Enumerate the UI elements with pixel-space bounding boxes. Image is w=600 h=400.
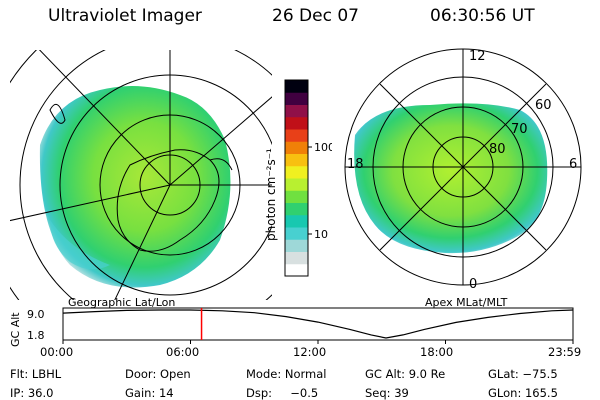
colorbar-segment [285, 141, 308, 154]
door-info: Door: Open [125, 367, 191, 381]
mlt-label-12: 12 [469, 49, 486, 64]
colorbar-segment [285, 165, 308, 179]
mlat-label-70: 70 [511, 122, 528, 137]
colorbar-segment [285, 153, 308, 167]
colorbar-segment [285, 239, 308, 252]
colorbar-segment [285, 178, 308, 191]
ip-info: IP: 36.0 [10, 386, 54, 400]
altitude-axis-label: GC Alt [9, 312, 22, 347]
xtick-1: 06:00 [166, 345, 200, 359]
gain-info: Gain: 14 [125, 386, 174, 400]
colorbar-segment [285, 104, 308, 118]
colorbar-segment [285, 263, 308, 277]
magnetic-label: Apex MLat/MLT [425, 296, 508, 309]
seq-info: Seq: 39 [365, 386, 409, 400]
altitude-curve [62, 309, 574, 339]
glon-info: GLon: 165.5 [488, 386, 558, 400]
colorbar-segment [285, 214, 308, 228]
xtick-2: 12:00 [293, 345, 327, 359]
mlt-label-0: 0 [469, 277, 477, 292]
colorbar-segment [285, 227, 308, 240]
colorbar-unit-label: photon cm⁻²s⁻¹ [264, 148, 278, 241]
xtick-4: 23:59 [548, 345, 582, 359]
altitude-tick-top: 9.0 [27, 308, 45, 321]
geographic-label: Geographic Lat/Lon [68, 296, 176, 309]
mlat-label-80: 80 [489, 142, 506, 157]
date-label: 26 Dec 07 [272, 6, 359, 26]
colorbar-segment [285, 80, 308, 93]
dsp-info: Dsp: −0.5 [246, 386, 319, 400]
geographic-image [10, 50, 272, 300]
colorbar-tick-100: 100 [314, 141, 332, 154]
colorbar: 100 10 photon cm⁻²s⁻¹ [264, 79, 332, 277]
glat-info: GLat: −75.5 [488, 367, 558, 381]
colorbar-segment [285, 251, 308, 265]
colorbar-segment [285, 129, 308, 142]
magnetic-image: 12 6 0 18 60 70 80 [344, 48, 582, 292]
mlt-label-6: 6 [569, 157, 577, 172]
colorbar-segment [285, 92, 308, 105]
mlat-label-60: 60 [535, 98, 552, 113]
xtick-0: 00:00 [40, 345, 74, 359]
instrument-title: Ultraviolet Imager [48, 6, 202, 26]
time-label: 06:30:56 UT [430, 6, 535, 26]
mode-info: Mode: Normal [246, 367, 327, 381]
filter-info: Flt: LBHL [10, 367, 62, 381]
colorbar-segment [285, 116, 308, 130]
colorbar-tick-10: 10 [314, 228, 328, 241]
gc-alt-info: GC Alt: 9.0 Re [365, 367, 446, 381]
mlt-label-18: 18 [347, 157, 364, 172]
altitude-tick-bottom: 1.8 [27, 329, 45, 342]
xtick-3: 18:00 [420, 345, 454, 359]
colorbar-segment [285, 202, 308, 216]
altitude-plot: GC Alt 9.0 1.8 [9, 307, 574, 347]
colorbar-segment [285, 190, 308, 203]
